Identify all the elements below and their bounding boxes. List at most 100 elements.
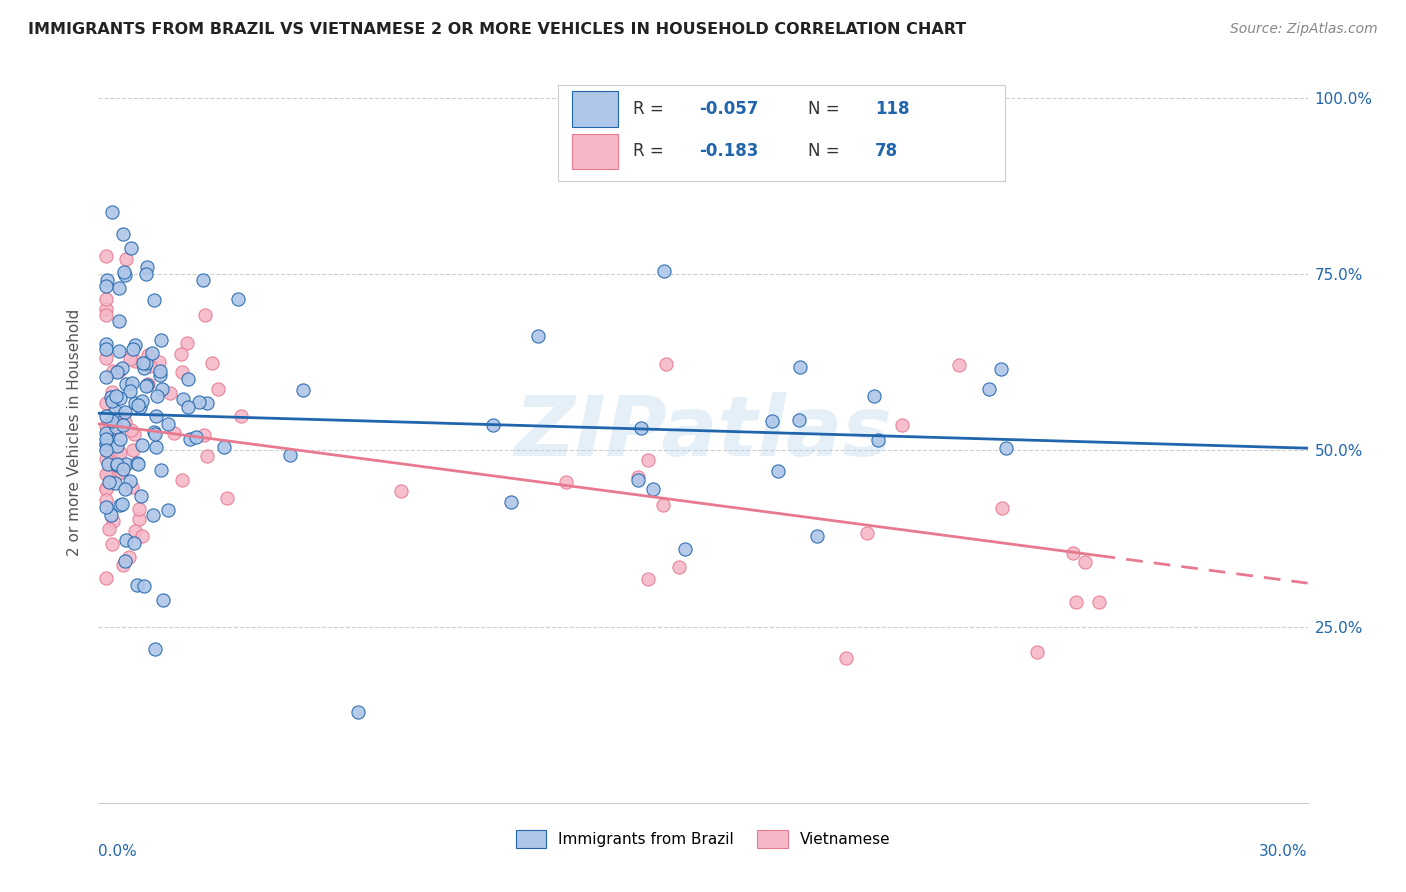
Point (176, 371, 198, 385)
Point (114, 554, 136, 568)
Point (863, 389, 886, 403)
Point (212, 441, 235, 455)
Point (108, 432, 131, 446)
Point (627, 473, 650, 487)
Point (149, 333, 172, 347)
Point (1087, 595, 1109, 609)
Point (641, 482, 664, 496)
Point (115, 377, 138, 392)
Point (125, 456, 148, 470)
Point (163, 426, 186, 441)
Point (115, 533, 138, 547)
Point (121, 480, 143, 494)
Point (159, 386, 181, 401)
Point (107, 343, 129, 358)
Point (806, 529, 828, 543)
Point (499, 494, 522, 508)
Text: -0.057: -0.057 (699, 100, 759, 118)
Point (98, 465, 121, 479)
Point (108, 363, 131, 377)
Point (101, 364, 124, 378)
Point (761, 414, 783, 428)
Point (150, 382, 173, 396)
Point (96, 482, 118, 496)
Point (948, 358, 970, 372)
Point (105, 448, 128, 462)
Point (201, 356, 224, 370)
Legend: Immigrants from Brazil, Vietnamese: Immigrants from Brazil, Vietnamese (509, 823, 897, 855)
Point (97, 522, 120, 536)
Point (97, 475, 120, 489)
Point (145, 409, 167, 424)
Text: -0.183: -0.183 (699, 143, 759, 161)
Point (96, 432, 118, 446)
Point (637, 453, 659, 467)
Point (170, 347, 193, 361)
Point (114, 483, 136, 497)
Point (170, 365, 193, 379)
Point (482, 418, 505, 433)
Y-axis label: 2 or more Vehicles in Household: 2 or more Vehicles in Household (67, 309, 83, 557)
Point (891, 417, 914, 432)
Point (152, 593, 174, 607)
Point (104, 476, 127, 491)
Point (124, 524, 146, 538)
Point (111, 227, 134, 242)
Point (107, 314, 129, 328)
Point (156, 417, 179, 432)
Point (1026, 645, 1049, 659)
Point (118, 550, 141, 565)
Point (128, 401, 150, 415)
Point (990, 362, 1012, 376)
Point (141, 346, 163, 360)
Point (96, 418, 118, 433)
Point (96, 432, 118, 446)
Point (145, 641, 167, 656)
Point (138, 348, 160, 362)
Text: R =: R = (633, 100, 664, 118)
Point (96, 467, 118, 482)
Point (120, 241, 142, 255)
Point (145, 440, 167, 454)
Point (347, 706, 370, 720)
Text: 118: 118 (875, 100, 910, 118)
Point (977, 382, 1000, 396)
Point (114, 415, 136, 429)
Point (149, 463, 172, 477)
Point (193, 427, 215, 442)
Point (96, 278, 118, 293)
Point (105, 410, 128, 425)
Point (96, 273, 118, 287)
Point (96, 309, 118, 323)
Text: IMMIGRANTS FROM BRAZIL VS VIETNAMESE 2 OR MORE VEHICLES IN HOUSEHOLD CORRELATION: IMMIGRANTS FROM BRAZIL VS VIETNAMESE 2 O… (28, 22, 966, 37)
Text: N =: N = (808, 143, 839, 161)
Point (135, 356, 157, 370)
Point (1064, 595, 1087, 609)
Point (105, 421, 128, 435)
Point (128, 512, 150, 526)
Point (527, 329, 550, 343)
Point (105, 457, 128, 471)
Point (766, 464, 789, 478)
Point (101, 414, 124, 428)
Point (124, 353, 146, 368)
Point (110, 445, 132, 459)
Point (100, 390, 122, 404)
Text: N =: N = (808, 100, 839, 118)
Point (855, 526, 877, 541)
Point (96, 337, 118, 351)
Point (114, 457, 136, 471)
Point (96, 369, 118, 384)
Point (134, 579, 156, 593)
FancyBboxPatch shape (572, 134, 619, 169)
Point (148, 355, 170, 369)
Point (194, 308, 217, 322)
Point (96, 492, 118, 507)
Point (96, 343, 118, 357)
Point (132, 356, 155, 370)
Point (101, 384, 124, 399)
Point (111, 418, 134, 433)
Point (124, 338, 146, 352)
Point (112, 265, 135, 279)
Point (111, 496, 134, 510)
